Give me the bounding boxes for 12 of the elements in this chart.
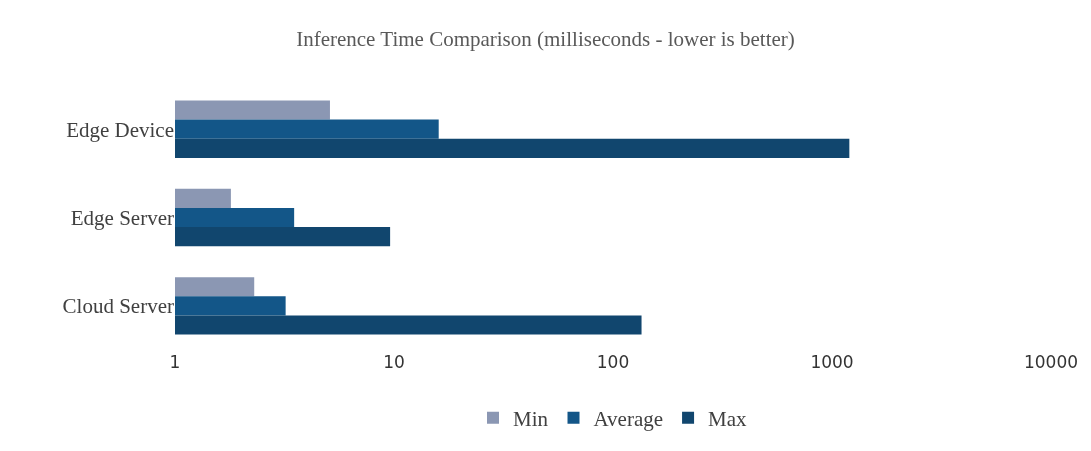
y-tick-label: Edge Device [66, 117, 174, 142]
x-tick-label: 10 [383, 352, 405, 372]
x-tick-label: 10000 [1023, 352, 1079, 372]
legend-label: Min [513, 407, 549, 432]
legend-label: Average [593, 407, 664, 432]
legend-label: Max [708, 407, 748, 432]
x-tick-label: 100 [596, 352, 630, 372]
y-tick-label: Edge Server [70, 205, 174, 230]
chart-title: Inference Time Comparison (milliseconds - lower is better) [296, 27, 795, 52]
x-tick-label: 1000 [810, 352, 854, 372]
y-tick-label: Cloud Server [62, 294, 174, 319]
x-tick-label: 1 [169, 352, 181, 372]
